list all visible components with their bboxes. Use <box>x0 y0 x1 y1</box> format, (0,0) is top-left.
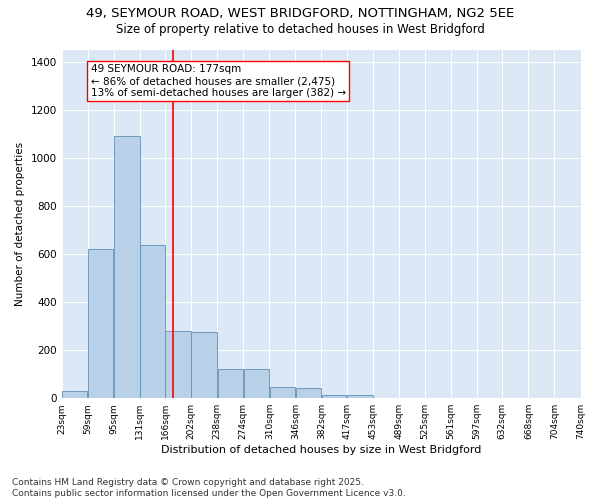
Bar <box>88 250 113 398</box>
Y-axis label: Number of detached properties: Number of detached properties <box>15 142 25 306</box>
Bar <box>140 244 165 398</box>
Bar <box>114 136 140 398</box>
Text: 49, SEYMOUR ROAD, WEST BRIDGFORD, NOTTINGHAM, NG2 5EE: 49, SEYMOUR ROAD, WEST BRIDGFORD, NOTTIN… <box>86 8 514 20</box>
Text: 49 SEYMOUR ROAD: 177sqm
← 86% of detached houses are smaller (2,475)
13% of semi: 49 SEYMOUR ROAD: 177sqm ← 86% of detache… <box>91 64 346 98</box>
Bar <box>269 388 295 398</box>
Bar <box>191 332 217 398</box>
Bar <box>322 394 346 398</box>
Bar <box>218 370 243 398</box>
Bar <box>62 391 88 398</box>
Bar <box>347 396 373 398</box>
Bar <box>166 331 191 398</box>
Bar <box>296 388 321 398</box>
Text: Contains HM Land Registry data © Crown copyright and database right 2025.
Contai: Contains HM Land Registry data © Crown c… <box>12 478 406 498</box>
Text: Size of property relative to detached houses in West Bridgford: Size of property relative to detached ho… <box>116 22 484 36</box>
Bar <box>244 370 269 398</box>
X-axis label: Distribution of detached houses by size in West Bridgford: Distribution of detached houses by size … <box>161 445 481 455</box>
